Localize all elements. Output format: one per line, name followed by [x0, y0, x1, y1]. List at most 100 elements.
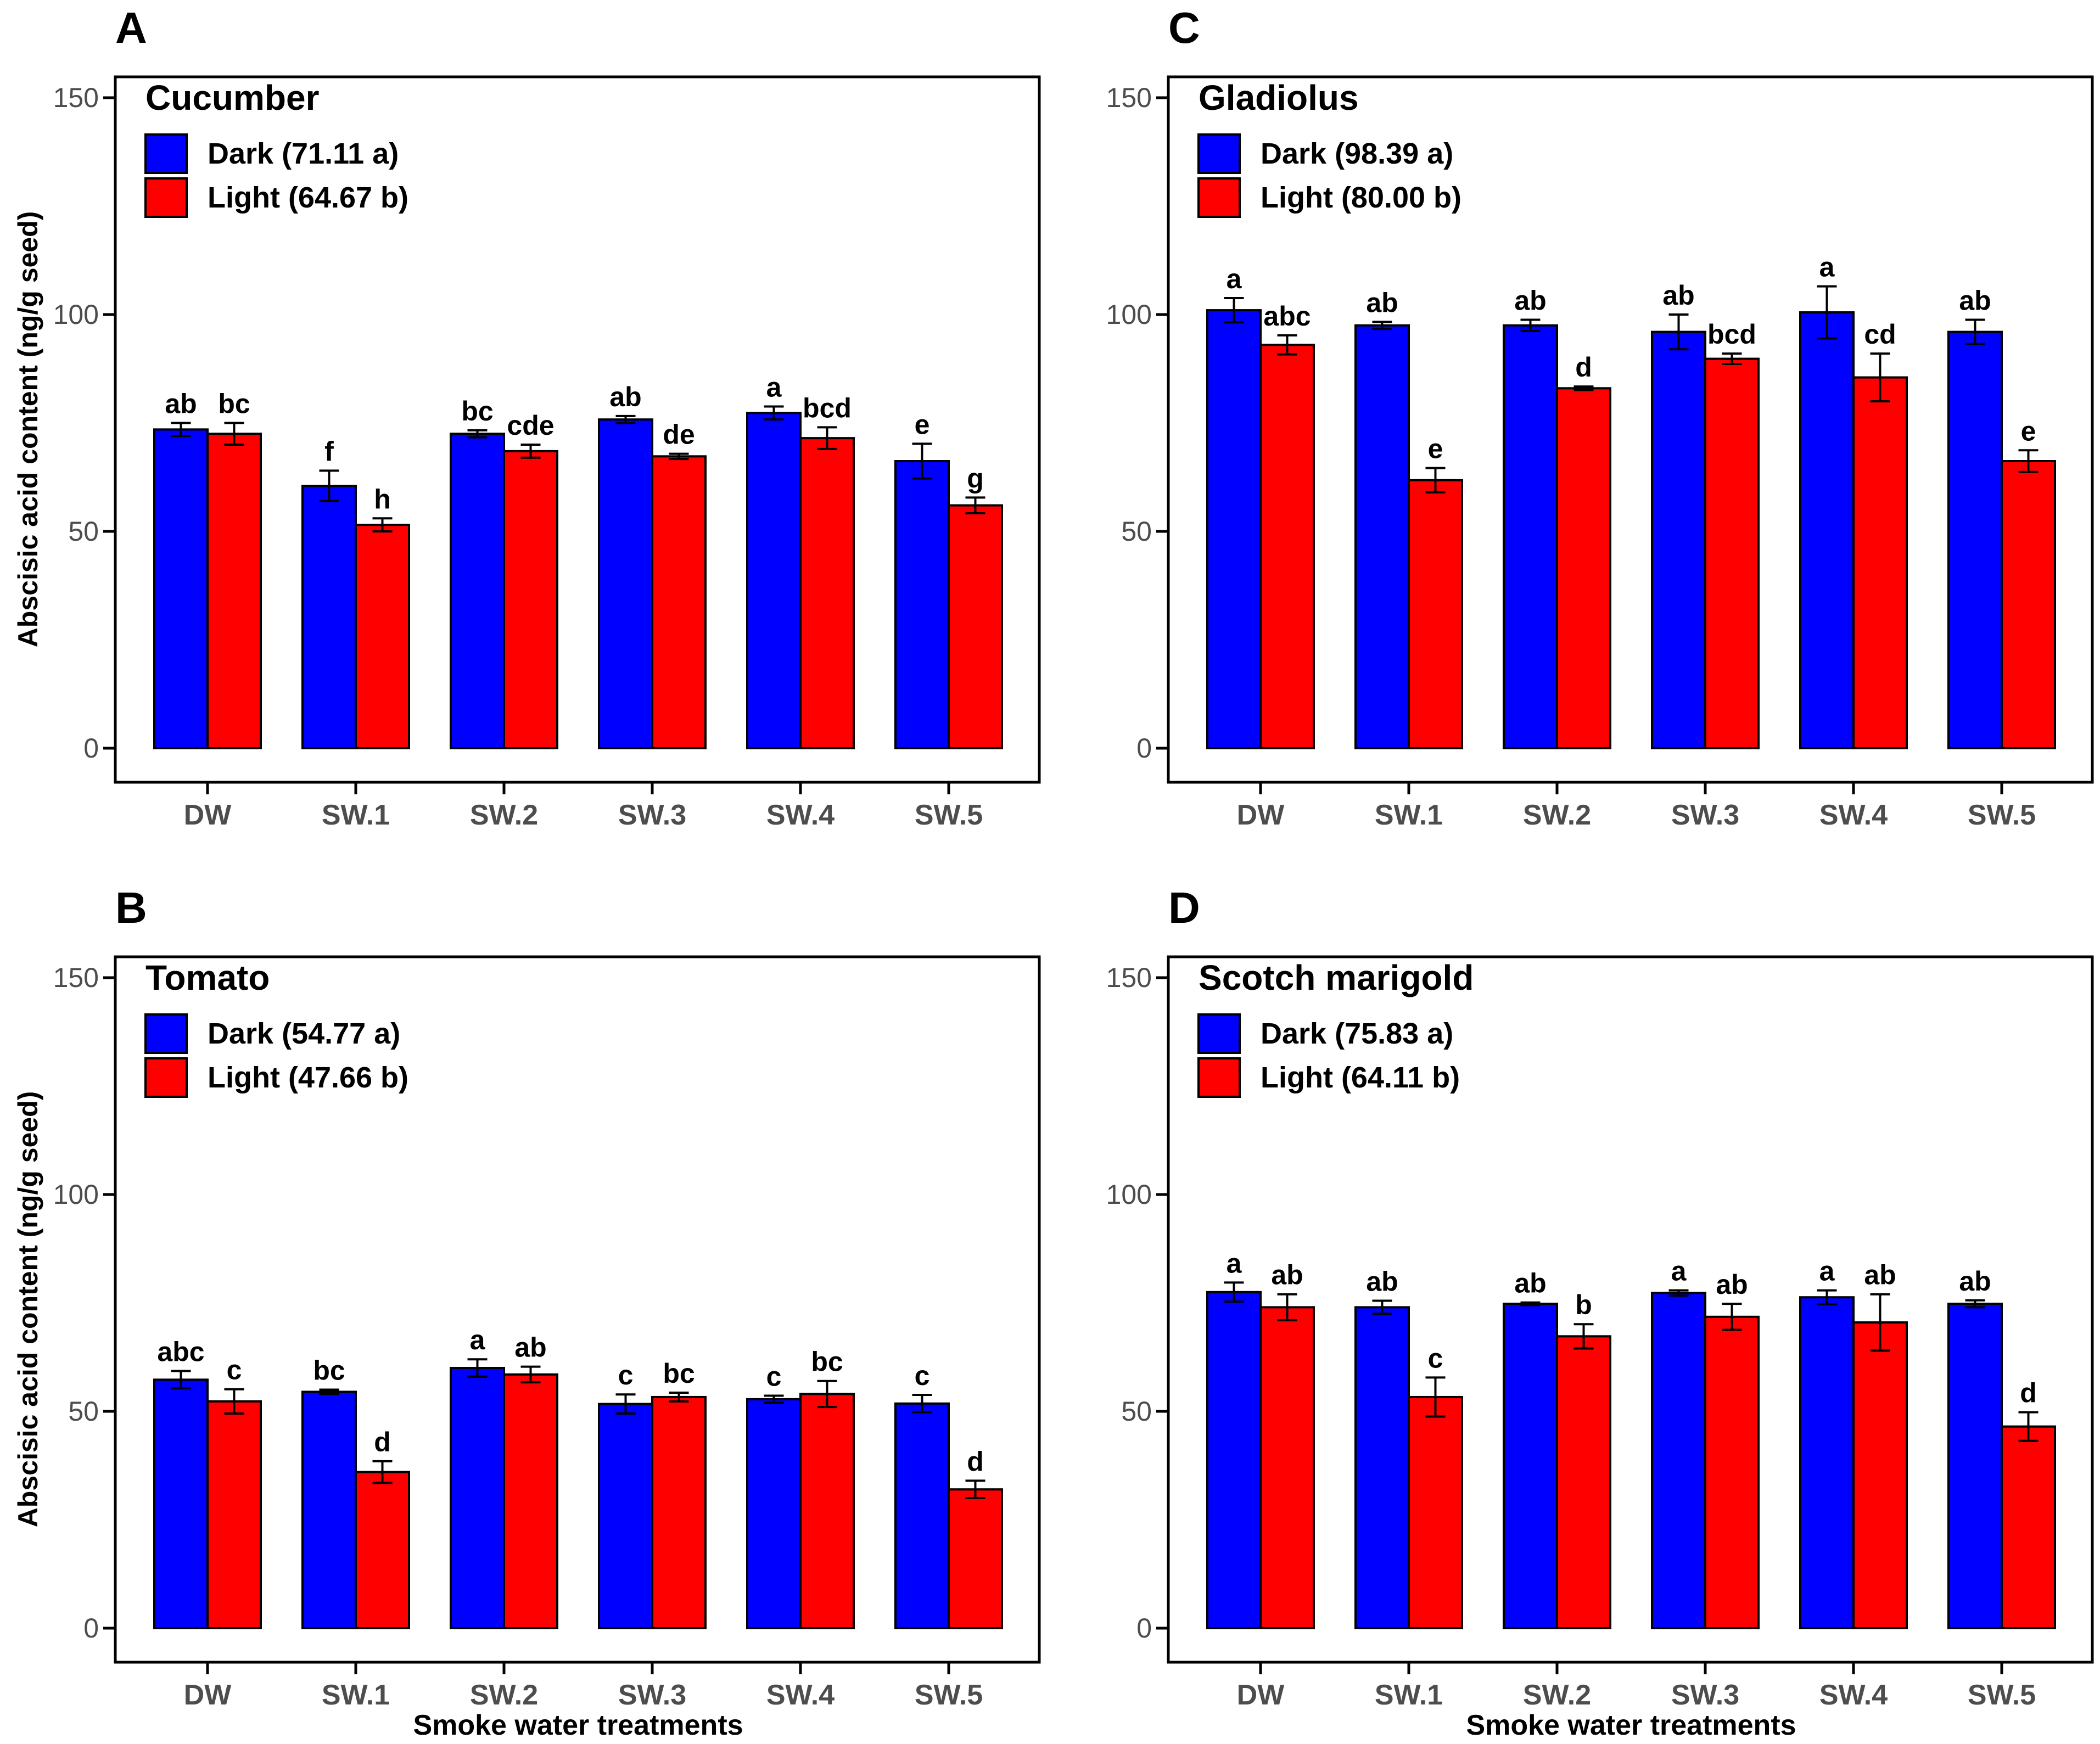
- y-axis-title-bottom: Abscisic acid content (ng/g seed): [13, 1091, 43, 1528]
- x-tick-label: DW: [184, 1679, 232, 1711]
- significance-letter: a: [1227, 263, 1242, 294]
- bar-light: [1852, 376, 1908, 749]
- bar-light: [503, 450, 558, 749]
- y-tick-label: 50: [1121, 516, 1152, 547]
- x-axis-title-left: Smoke water treatments: [413, 1709, 743, 1741]
- bar-dark: [894, 1402, 950, 1630]
- chart-title: Gladiolus: [1199, 78, 1359, 117]
- significance-letter: e: [1428, 434, 1443, 464]
- bar-light: [2001, 1425, 2056, 1630]
- y-tick-label: 0: [83, 1613, 99, 1644]
- significance-letter: cd: [1864, 319, 1896, 350]
- panel-letter: B: [115, 883, 147, 932]
- chart-title: Scotch marigold: [1199, 958, 1474, 997]
- x-tick-label: SW.1: [1375, 799, 1443, 831]
- significance-letter: g: [967, 463, 984, 494]
- x-tick-label: SW.4: [1819, 799, 1888, 831]
- bar-light: [1556, 387, 1611, 749]
- bar-light: [948, 1488, 1003, 1629]
- panel-border: [114, 75, 1041, 784]
- x-tick-label: SW.2: [1523, 1679, 1591, 1711]
- significance-letter: ab: [1864, 1260, 1896, 1291]
- panel-letter: A: [115, 3, 147, 52]
- bar-dark: [1947, 330, 2003, 749]
- significance-letter: bc: [811, 1347, 843, 1377]
- y-tick-label: 0: [83, 733, 99, 764]
- bar-light: [1704, 1315, 1760, 1629]
- bar-dark: [894, 460, 950, 749]
- x-tick-label: DW: [1237, 1679, 1285, 1711]
- significance-letter: d: [1575, 352, 1592, 383]
- significance-letter: ab: [1366, 1266, 1398, 1297]
- legend-label-light: Light (64.67 b): [208, 181, 408, 214]
- legend-swatch-dark: [144, 133, 188, 174]
- legend-swatch-dark: [1197, 133, 1241, 174]
- significance-letter: b: [1575, 1289, 1592, 1320]
- significance-letter: bc: [218, 389, 250, 419]
- significance-letter: de: [663, 419, 695, 450]
- bar-light: [1408, 1395, 1463, 1629]
- x-tick-label: DW: [184, 799, 232, 831]
- significance-letter: c: [618, 1360, 634, 1390]
- x-tick-label: SW.4: [766, 799, 835, 831]
- significance-letter: abc: [157, 1337, 204, 1367]
- x-tick-label: SW.5: [1968, 1679, 2036, 1711]
- bar-light: [206, 433, 262, 749]
- bar-dark: [1799, 1296, 1855, 1629]
- significance-letter: ab: [1716, 1269, 1748, 1300]
- x-tick-label: SW.5: [915, 1679, 983, 1711]
- significance-letter: c: [915, 1360, 930, 1391]
- bar-light: [355, 524, 410, 750]
- x-tick-label: SW.3: [1671, 1679, 1739, 1711]
- bar-light: [651, 1395, 707, 1629]
- significance-letter: ab: [1514, 1268, 1546, 1299]
- significance-letter: a: [1819, 1256, 1835, 1287]
- bar-light: [799, 437, 855, 749]
- significance-letter: c: [1428, 1343, 1443, 1373]
- bar-light: [799, 1393, 855, 1630]
- bar-dark: [598, 1403, 653, 1629]
- significance-letter: d: [967, 1446, 984, 1477]
- bar-dark: [450, 433, 505, 749]
- legend-swatch-light: [1197, 177, 1241, 218]
- bar-light: [1556, 1335, 1611, 1629]
- legend-swatch-dark: [1197, 1013, 1241, 1054]
- bar-dark: [1206, 1291, 1262, 1629]
- significance-letter: ab: [165, 389, 197, 419]
- y-tick-label: 100: [53, 1179, 99, 1210]
- y-tick-label: 150: [1106, 962, 1152, 993]
- y-tick-label: 150: [53, 962, 99, 993]
- bar-light: [1408, 479, 1463, 750]
- x-tick-label: SW.2: [470, 799, 538, 831]
- bar-dark: [153, 428, 209, 749]
- chart-title: Cucumber: [145, 78, 320, 117]
- bar-dark: [301, 1390, 357, 1629]
- significance-letter: ab: [514, 1332, 546, 1363]
- x-axis-title-right: Smoke water treatments: [1466, 1709, 1796, 1741]
- x-tick-label: SW.3: [618, 799, 686, 831]
- significance-letter: bcd: [803, 392, 852, 423]
- legend-label-dark: Dark (71.11 a): [208, 137, 399, 170]
- bar-light: [651, 455, 707, 749]
- bar-dark: [1354, 1306, 1410, 1629]
- bar-dark: [1354, 324, 1410, 749]
- significance-letter: bc: [663, 1358, 695, 1389]
- panel-letter: D: [1168, 883, 1200, 932]
- y-tick-label: 50: [1121, 1396, 1152, 1427]
- x-tick-label: SW.3: [1671, 799, 1739, 831]
- y-tick-label: 50: [68, 1396, 99, 1427]
- bar-light: [355, 1471, 410, 1629]
- bar-dark: [1651, 330, 1706, 749]
- y-axis-title-top: Abscisic acid content (ng/g seed): [13, 211, 43, 648]
- y-tick-label: 0: [1136, 1613, 1152, 1644]
- legend-label-light: Light (80.00 b): [1261, 181, 1461, 214]
- x-tick-label: SW.5: [1968, 799, 2036, 831]
- significance-letter: bc: [313, 1355, 345, 1386]
- x-tick-label: SW.3: [618, 1679, 686, 1711]
- significance-letter: a: [1671, 1256, 1687, 1287]
